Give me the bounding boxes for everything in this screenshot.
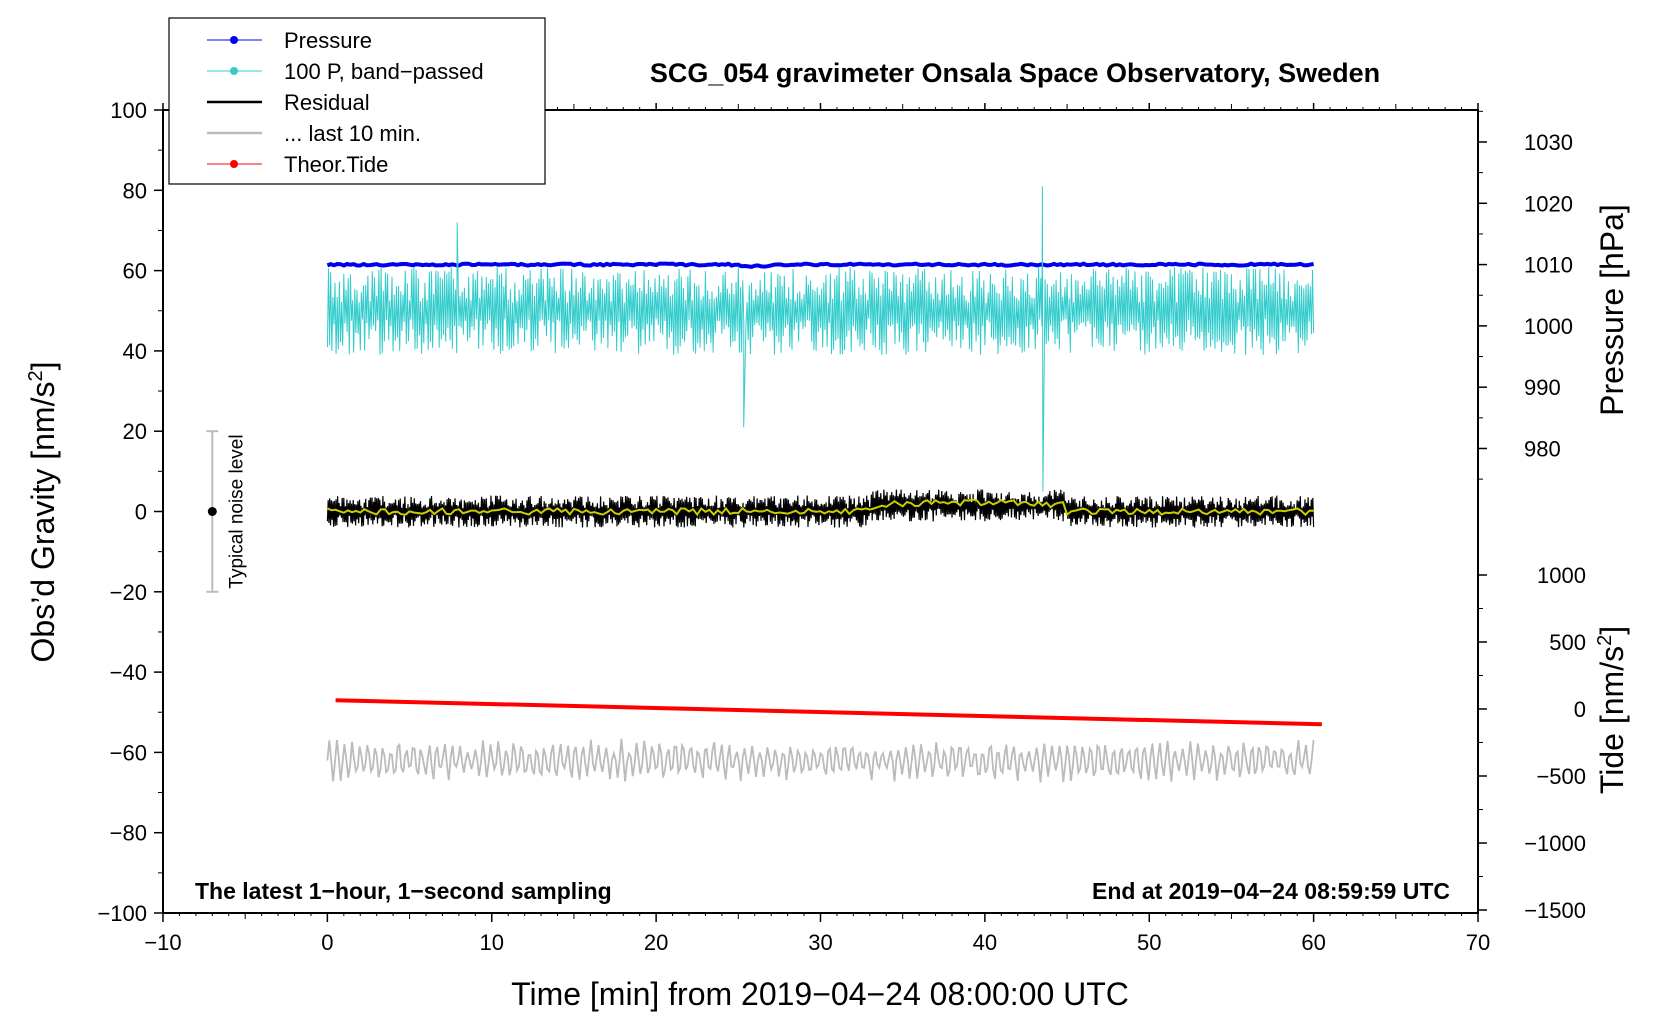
legend-marker <box>230 36 238 44</box>
y-tick-label-left: −40 <box>110 660 147 685</box>
y-axis-title-left-sup: 2 <box>25 370 47 381</box>
noise-label: Typical noise level <box>226 434 247 588</box>
tide-tick-label: −1000 <box>1524 831 1586 856</box>
y-tick-label-left: 60 <box>123 259 147 284</box>
x-tick-label: −10 <box>144 930 181 955</box>
pressure-tick-label: 1000 <box>1524 314 1573 339</box>
legend-label: Pressure <box>284 28 372 53</box>
pressure-tick-label: 980 <box>1524 436 1561 461</box>
tide-tick-label: −500 <box>1536 764 1586 789</box>
series-layer <box>326 186 1322 783</box>
tide-tick-label: 500 <box>1549 630 1586 655</box>
series-pressure <box>326 261 1315 269</box>
pressure-tick-label: 1010 <box>1524 253 1573 278</box>
legend-label: ... last 10 min. <box>284 121 421 146</box>
y-axis-title-tide-sup: 2 <box>1594 635 1616 646</box>
axis-layer: −10 0 10 20 30 40 50 60 70100806040200−20−40−60−… <box>97 98 1586 955</box>
footer-left-note: The latest 1−hour, 1−second sampling <box>195 878 612 904</box>
x-tick-label: 0 <box>321 930 333 955</box>
series-pressure-bandpassed <box>326 186 1315 492</box>
y-tick-label-left: 40 <box>123 339 147 364</box>
legend-marker <box>230 67 238 75</box>
x-tick-label: 30 <box>808 930 832 955</box>
x-tick-label: 10 <box>480 930 504 955</box>
pressure-tick-label: 990 <box>1524 375 1561 400</box>
noise-center-dot <box>207 507 217 516</box>
y-tick-label-left: 100 <box>110 98 147 123</box>
x-axis-title: Time [min] from 2019−04−24 08:00:00 UTC <box>511 976 1129 1012</box>
y-axis-title-left: Obs’d Gravity [nm/s2] <box>25 362 61 663</box>
tide-tick-label: 0 <box>1574 697 1586 722</box>
x-tick-label: 40 <box>973 930 997 955</box>
x-tick-label: 60 <box>1301 930 1325 955</box>
legend-label: 100 P, band−passed <box>284 59 484 84</box>
series-theor-tide <box>335 698 1322 727</box>
pressure-tick-label: 1030 <box>1524 130 1573 155</box>
tide-tick-label: −1500 <box>1524 898 1586 923</box>
y-axis-title-left-text: Obs’d Gravity [nm/s <box>25 382 61 663</box>
y-tick-label-left: −100 <box>97 901 147 926</box>
pressure-tick-label: 1020 <box>1524 191 1573 216</box>
x-tick-label: 70 <box>1466 930 1490 955</box>
footer-right-note: End at 2019−04−24 08:59:59 UTC <box>1092 878 1450 904</box>
y-axis-title-pressure: Pressure [hPa] <box>1594 204 1630 416</box>
x-tick-label: 20 <box>644 930 668 955</box>
series-residual <box>326 489 1315 528</box>
noise-indicator: Typical noise level <box>206 430 247 593</box>
legend-label: Theor.Tide <box>284 152 388 177</box>
y-tick-label-left: 0 <box>135 500 147 525</box>
y-tick-label-left: −20 <box>110 580 147 605</box>
y-tick-label-left: −80 <box>110 821 147 846</box>
y-axis-title-left-end: ] <box>25 362 61 371</box>
y-tick-label-left: −60 <box>110 740 147 765</box>
legend: Pressure 100 P, band−passed Residual ... la… <box>168 17 546 185</box>
y-axis-title-tide-text: Tide [nm/s <box>1594 646 1630 794</box>
chart-title: SCG_054 gravimeter Onsala Space Observat… <box>650 58 1380 88</box>
y-tick-label-left: 20 <box>123 419 147 444</box>
series-residual-smoothed <box>326 498 1314 517</box>
tide-tick-label: 1000 <box>1537 563 1586 588</box>
y-tick-label-left: 80 <box>123 178 147 203</box>
y-axis-title-tide-end: ] <box>1594 626 1630 635</box>
legend-marker <box>230 160 238 168</box>
series-last-10-min <box>326 738 1315 783</box>
y-axis-title-tide: Tide [nm/s2] <box>1594 626 1630 794</box>
x-tick-label: 50 <box>1137 930 1161 955</box>
legend-label: Residual <box>284 90 370 115</box>
